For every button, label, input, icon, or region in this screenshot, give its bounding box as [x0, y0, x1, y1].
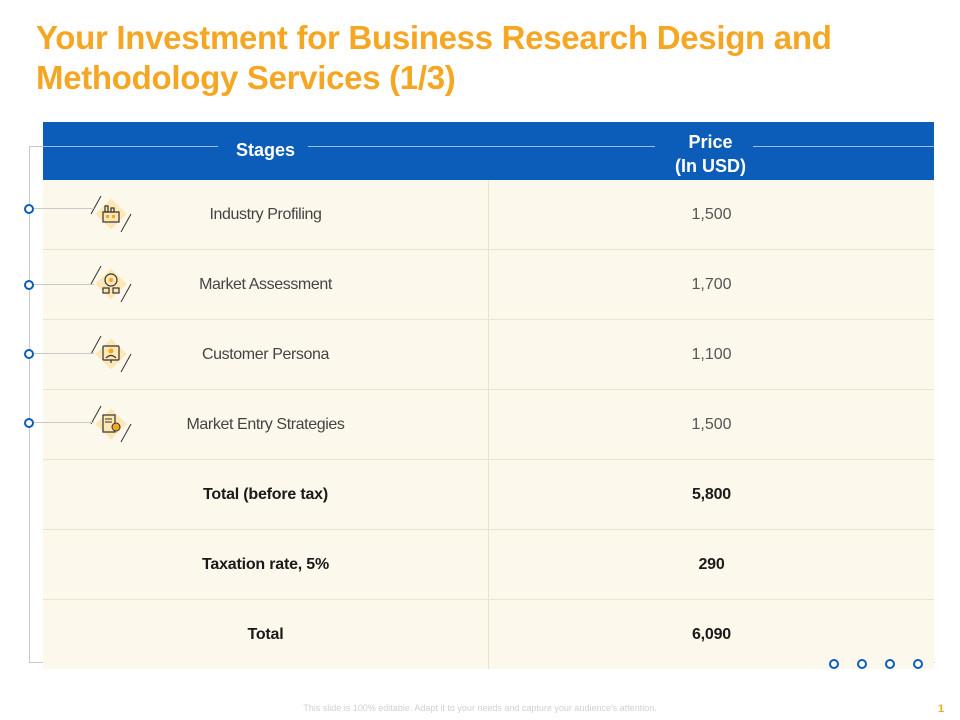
slide-title: Your Investment for Business Research De…: [36, 18, 916, 98]
connector-line: [34, 353, 94, 354]
page-number: 1: [938, 703, 945, 715]
connector-line: [34, 208, 94, 209]
factory-icon: [90, 195, 132, 233]
stage-label: Market Entry Strategies: [186, 415, 345, 433]
table-row-grand-total: Total 6,090: [43, 600, 934, 669]
header-price-label: Price: [688, 132, 733, 152]
bullet-dot: [24, 204, 34, 214]
column-divider: [488, 530, 489, 599]
column-divider: [488, 250, 489, 319]
connector-frame-left: [29, 146, 30, 662]
total-value: 5,800: [691, 485, 732, 503]
customer-persona-icon: [90, 335, 132, 373]
bullet-dot: [829, 659, 839, 669]
table-header: Stages Price (In USD): [43, 122, 934, 180]
price-value: 1,500: [691, 415, 732, 433]
connector-line: [34, 284, 94, 285]
market-analysis-icon: [90, 265, 132, 303]
title-line-1: Your Investment for Business Research De…: [36, 19, 832, 56]
price-value: 1,500: [691, 205, 732, 223]
bullet-dot: [24, 349, 34, 359]
stage-label: Industry Profiling: [209, 205, 322, 223]
table-row: Customer Persona 1,100: [43, 320, 934, 390]
table-row: Market Assessment 1,700: [43, 250, 934, 320]
table-row: Market Entry Strategies 1,500: [43, 390, 934, 460]
price-value: 1,100: [691, 345, 732, 363]
table-row-total-before-tax: Total (before tax) 5,800: [43, 460, 934, 530]
column-divider: [488, 180, 489, 249]
header-line-left: [43, 146, 218, 147]
header-line-middle: [308, 146, 655, 147]
header-line-right: [753, 146, 934, 147]
stage-label: Customer Persona: [202, 345, 329, 363]
grand-total-value: 6,090: [691, 625, 732, 643]
column-divider: [488, 390, 489, 459]
stage-label: Market Assessment: [199, 275, 332, 293]
connector-line: [34, 422, 94, 423]
bullet-dot: [857, 659, 867, 669]
header-price-unit: (In USD): [675, 156, 746, 176]
connector-frame-top: [29, 146, 43, 147]
table-row: Industry Profiling 1,500: [43, 180, 934, 250]
header-stages: Stages: [235, 140, 296, 160]
grand-total-label: Total: [247, 625, 284, 643]
column-divider: [488, 320, 489, 389]
bullet-dot: [24, 418, 34, 428]
title-line-2: Methodology Services (1/3): [36, 59, 456, 96]
header-price: Price (In USD): [653, 130, 768, 178]
tax-label: Taxation rate, 5%: [201, 555, 329, 573]
bullet-dot: [24, 280, 34, 290]
column-divider: [488, 460, 489, 529]
bullet-dot: [913, 659, 923, 669]
total-label: Total (before tax): [202, 485, 328, 503]
column-divider: [488, 600, 489, 669]
price-value: 1,700: [691, 275, 732, 293]
table-row-taxation: Taxation rate, 5% 290: [43, 530, 934, 600]
footer-note: This slide is 100% editable. Adapt it to…: [303, 703, 657, 713]
tax-value: 290: [698, 555, 725, 573]
bullet-dot: [885, 659, 895, 669]
investment-table: Stages Price (In USD) Industry Profiling…: [43, 122, 934, 669]
strategy-icon: [90, 405, 132, 443]
